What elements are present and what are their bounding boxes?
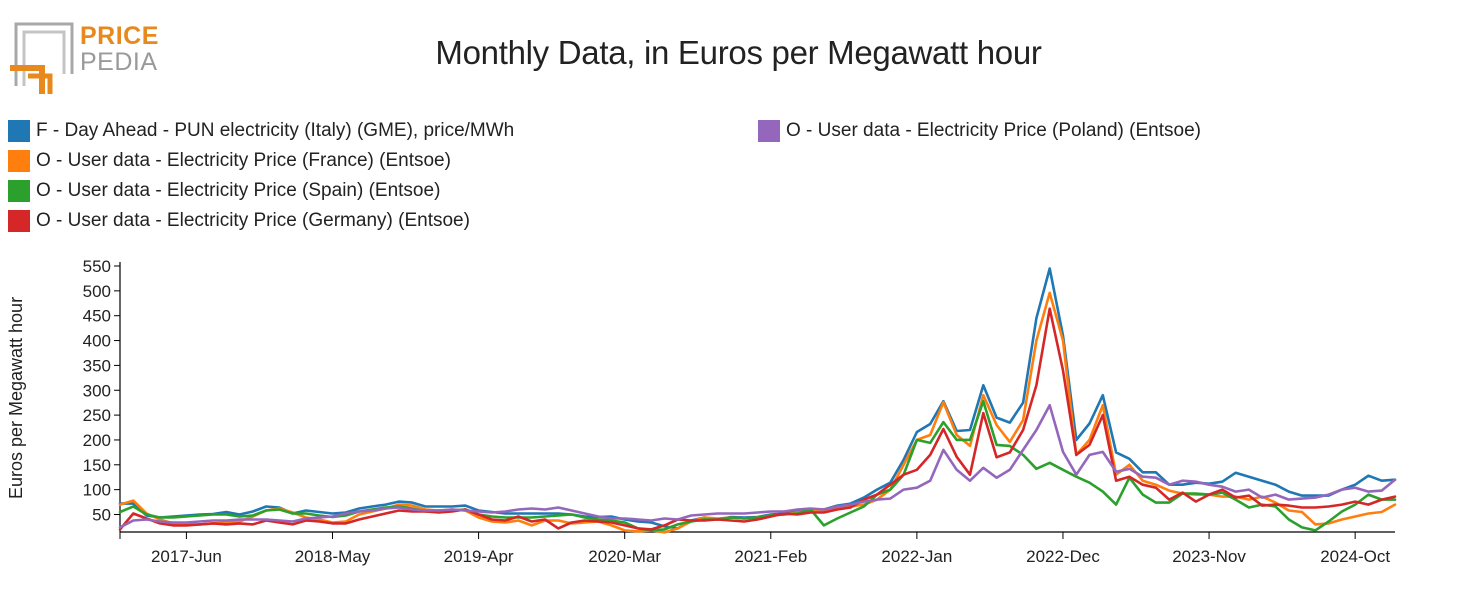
chart-series-lines: [118, 267, 1397, 534]
y-tick-label: 500: [83, 282, 111, 301]
x-tick-label: 2022-Jan: [881, 547, 952, 566]
legend-swatch-italy: [8, 120, 30, 142]
series-line-0[interactable]: [118, 267, 1397, 530]
legend-item-spain[interactable]: O - User data - Electricity Price (Spain…: [8, 178, 440, 204]
y-tick-label: 250: [83, 406, 111, 425]
chart-axes: 50 100 150 200 250 300 350 400 450 500 550 2017-Jun…: [83, 257, 1395, 566]
legend-swatch-poland: [758, 120, 780, 142]
legend-swatch-germany: [8, 210, 30, 232]
x-tick-label: 2021-Feb: [734, 547, 807, 566]
y-tick-label: 150: [83, 456, 111, 475]
logo-text-pedia: PEDIA: [80, 48, 158, 76]
legend-label-france: O - User data - Electricity Price (Franc…: [36, 150, 451, 171]
legend-swatch-spain: [8, 180, 30, 202]
y-tick-label: 350: [83, 356, 111, 375]
chart-title: Monthly Data, in Euros per Megawatt hour: [435, 34, 1042, 71]
legend-item-italy[interactable]: F - Day Ahead - PUN electricity (Italy) …: [8, 118, 514, 144]
y-tick-label: 200: [83, 431, 111, 450]
legend-item-poland[interactable]: O - User data - Electricity Price (Polan…: [758, 118, 1201, 144]
legend-label-spain: O - User data - Electricity Price (Spain…: [36, 180, 441, 201]
y-tick-label: 550: [83, 257, 111, 276]
x-tick-label: 2017-Jun: [151, 547, 222, 566]
series-line-4[interactable]: [118, 403, 1397, 529]
legend-item-germany[interactable]: O - User data - Electricity Price (Germa…: [8, 208, 470, 234]
x-tick-label: 2018-May: [295, 547, 371, 566]
pricepedia-logo-mark: [10, 22, 74, 94]
y-tick-label: 50: [92, 506, 111, 525]
y-tick-label: 450: [83, 307, 111, 326]
y-axis-title: Euros per Megawatt hour: [6, 297, 26, 499]
logo-text-price: PRICE: [80, 22, 159, 50]
x-tick-label: 2022-Dec: [1026, 547, 1100, 566]
legend-item-france[interactable]: O - User data - Electricity Price (Franc…: [8, 148, 451, 174]
x-tick-label: 2023-Nov: [1172, 547, 1246, 566]
y-tick-label: 100: [83, 481, 111, 500]
x-tick-label: 2020-Mar: [588, 547, 661, 566]
legend-swatch-france: [8, 150, 30, 172]
y-tick-label: 300: [83, 381, 111, 400]
x-tick-label: 2019-Apr: [444, 547, 514, 566]
y-tick-label: 400: [83, 332, 111, 351]
x-tick-label: 2024-Oct: [1320, 547, 1390, 566]
legend-label-poland: O - User data - Electricity Price (Polan…: [786, 120, 1201, 141]
series-line-3[interactable]: [118, 307, 1397, 531]
pricepedia-logo: PRICE PEDIA: [6, 18, 166, 98]
legend-label-germany: O - User data - Electricity Price (Germa…: [36, 210, 470, 231]
legend-label-italy: F - Day Ahead - PUN electricity (Italy) …: [36, 120, 515, 141]
